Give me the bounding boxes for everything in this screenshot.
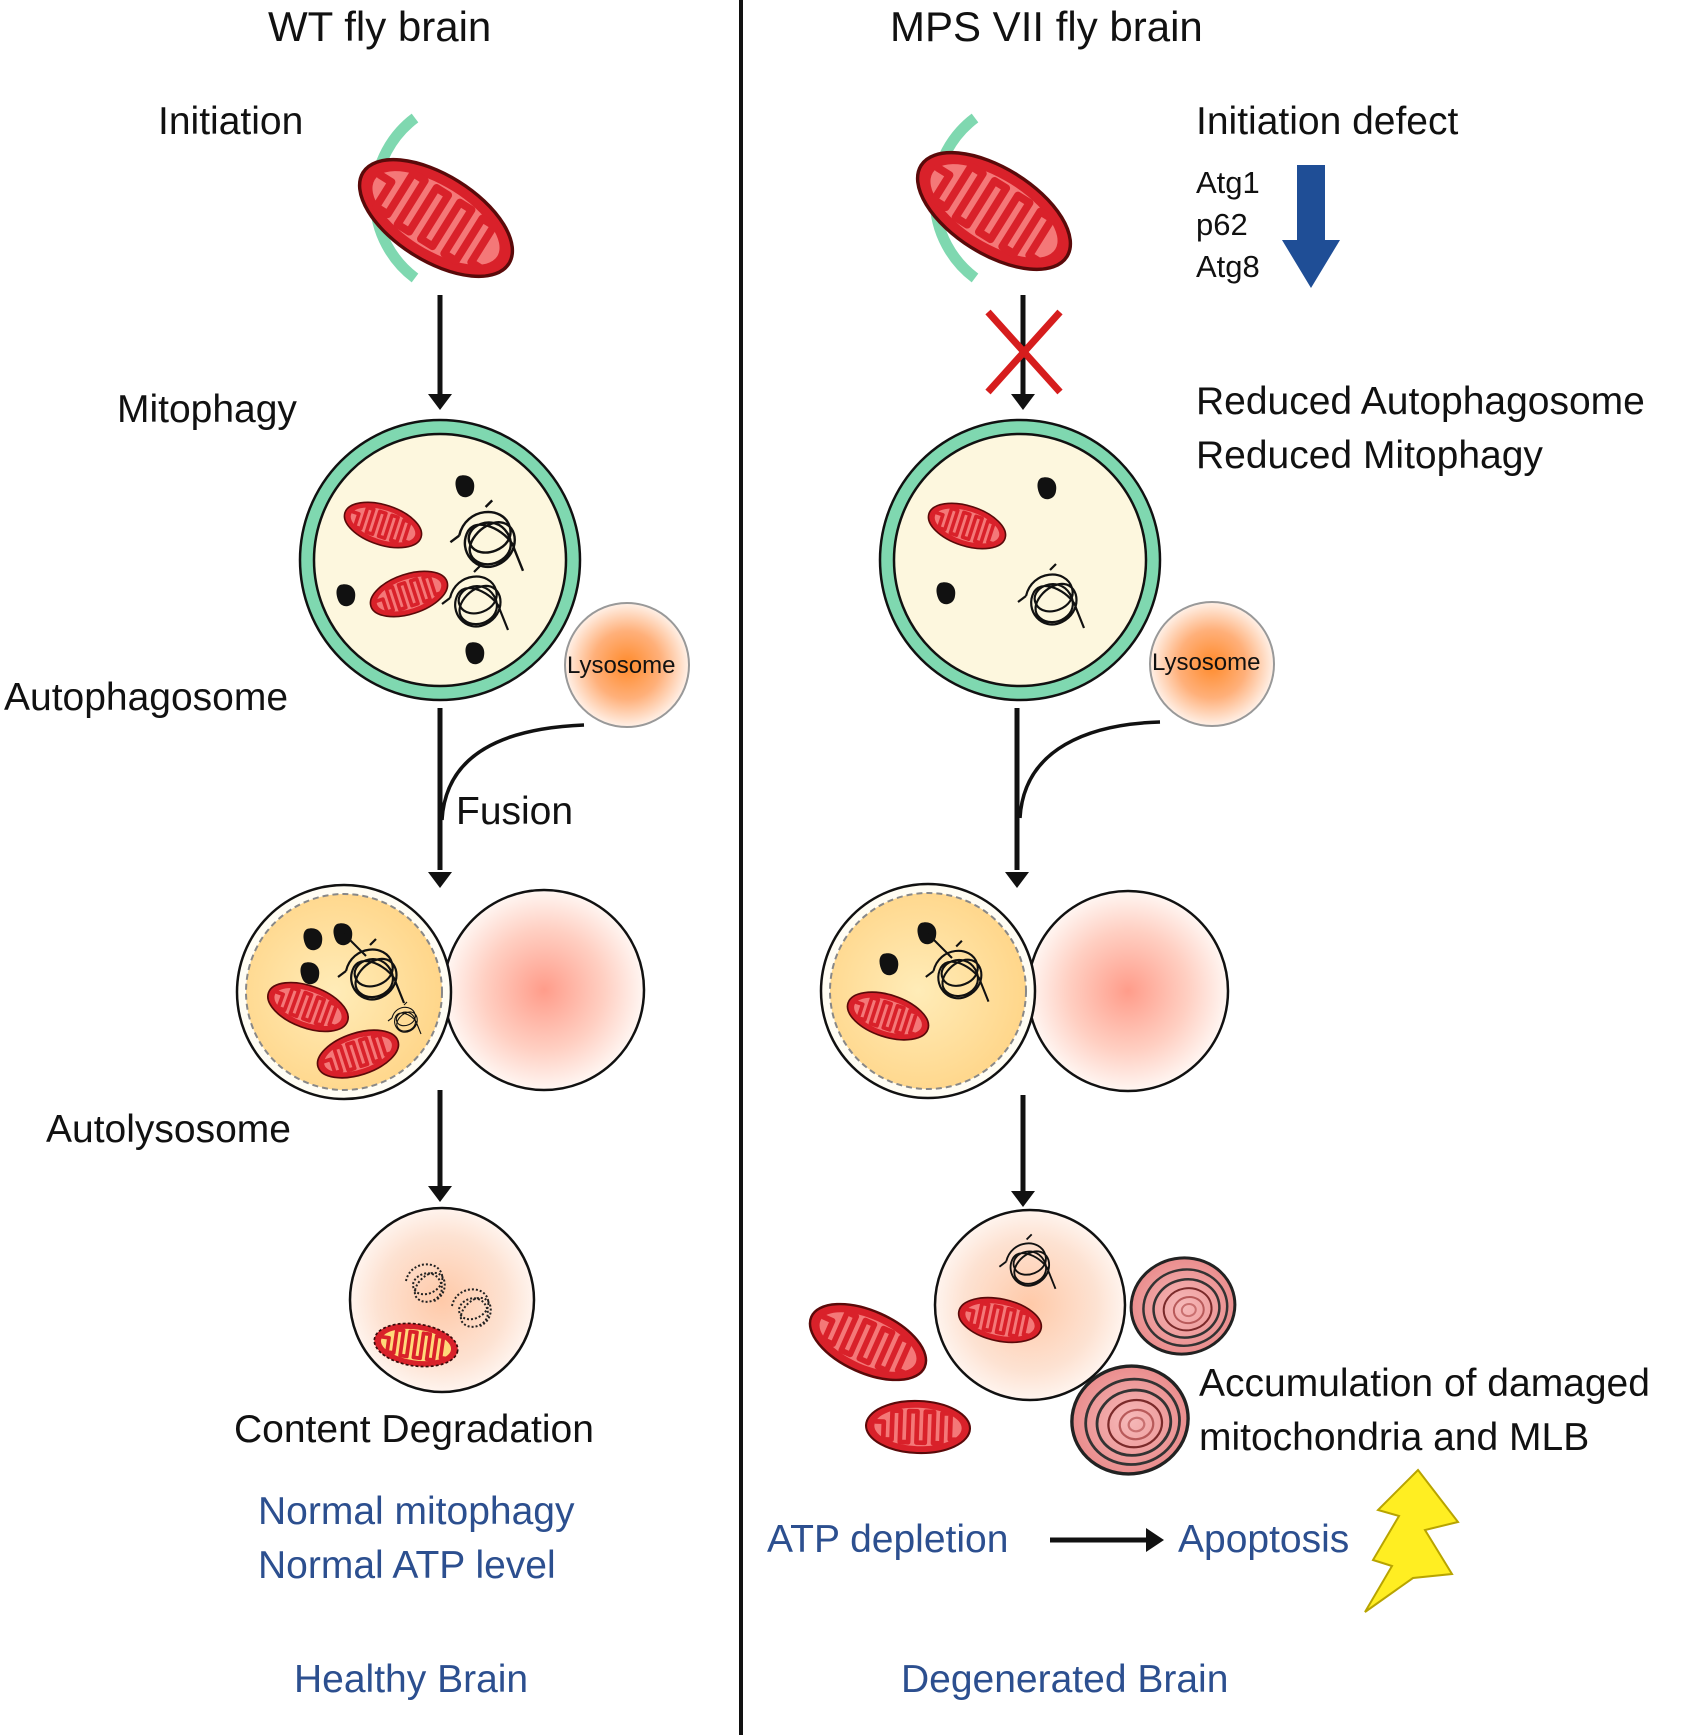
atp-depletion: ATP depletion bbox=[767, 1518, 1009, 1561]
lysosome-half bbox=[1026, 889, 1230, 1093]
damaged-mitochondrion bbox=[799, 1288, 937, 1395]
damaged-mitochondrion bbox=[865, 1399, 971, 1455]
conclusion-degenerated-brain: Degenerated Brain bbox=[901, 1658, 1229, 1701]
lysosome bbox=[564, 602, 690, 728]
lysosome-half bbox=[442, 888, 646, 1092]
step-fusion: Fusion bbox=[456, 790, 574, 833]
autophagosome bbox=[300, 420, 580, 700]
step-mitophagy: Mitophagy bbox=[117, 388, 297, 431]
degradation-vesicle bbox=[933, 1208, 1127, 1402]
block-x-icon bbox=[985, 309, 1063, 395]
outcome-normal-mitophagy: Normal mitophagy bbox=[258, 1490, 575, 1533]
right-panel-title: MPS VII fly brain bbox=[890, 3, 1203, 50]
reduced-autophagosome: Reduced Autophagosome bbox=[1196, 380, 1645, 423]
gene-atg8: Atg8 bbox=[1196, 249, 1260, 284]
step-autophagosome: Autophagosome bbox=[4, 676, 289, 719]
gene-atg1: Atg1 bbox=[1196, 165, 1260, 200]
left-panel-title: WT fly brain bbox=[268, 3, 492, 50]
accumulation-line-2: mitochondria and MLB bbox=[1199, 1416, 1590, 1459]
fusion-curve bbox=[1018, 720, 1161, 819]
apoptosis: Apoptosis bbox=[1178, 1518, 1350, 1561]
fusion-curve bbox=[440, 723, 585, 821]
lightning-icon bbox=[1364, 1468, 1460, 1613]
outcome-normal-atp: Normal ATP level bbox=[258, 1544, 556, 1587]
lysosome-label: Lysosome bbox=[1152, 649, 1261, 676]
mitochondrion bbox=[340, 136, 531, 300]
mitochondrion bbox=[898, 129, 1089, 293]
step-initiation: Initiation bbox=[158, 100, 304, 143]
conclusion-healthy-brain: Healthy Brain bbox=[294, 1658, 529, 1701]
step-content-degradation: Content Degradation bbox=[234, 1408, 594, 1451]
step-autolysosome: Autolysosome bbox=[46, 1108, 291, 1151]
downregulation-arrow bbox=[1282, 165, 1340, 288]
accumulation-line-1: Accumulation of damaged bbox=[1199, 1362, 1650, 1405]
gene-p62: p62 bbox=[1196, 207, 1248, 242]
lysosome bbox=[1149, 601, 1275, 727]
autophagosome bbox=[880, 420, 1160, 700]
reduced-mitophagy: Reduced Mitophagy bbox=[1196, 434, 1543, 477]
initiation-defect-label: Initiation defect bbox=[1196, 100, 1459, 143]
multilamellar-body bbox=[1121, 1248, 1245, 1364]
lysosome-label: Lysosome bbox=[567, 652, 676, 679]
